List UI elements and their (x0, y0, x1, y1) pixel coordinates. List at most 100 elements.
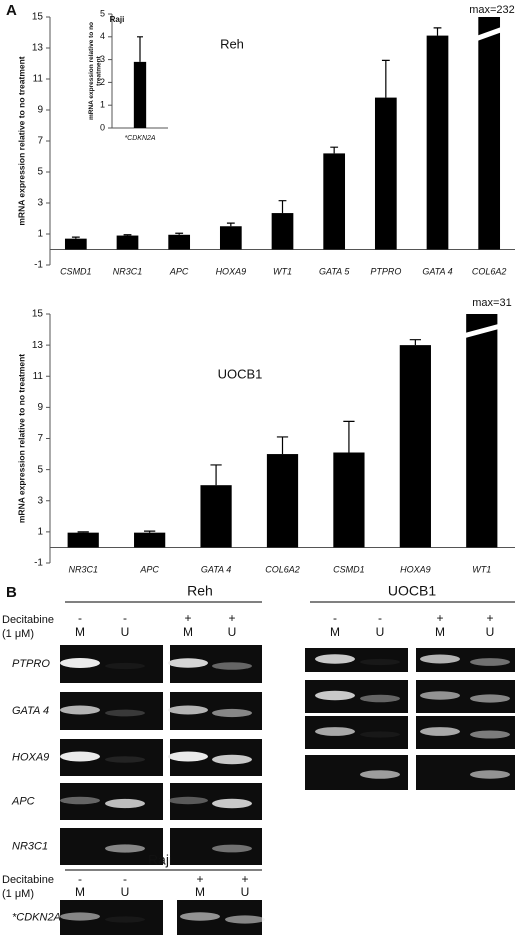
lane-treatment: + (486, 611, 493, 625)
lane-label: M (183, 625, 193, 639)
gel-band (360, 658, 400, 666)
panel-label: A (6, 2, 17, 19)
gel-band (470, 658, 510, 666)
bar (271, 213, 294, 250)
gel-band (225, 915, 265, 924)
y-tick-label: 15 (32, 12, 44, 23)
lane-treatment: - (123, 872, 127, 886)
x-tick-label: APC (139, 564, 159, 574)
axis-break (462, 323, 502, 339)
dose-label: (1 μM) (2, 628, 34, 640)
bar (168, 234, 191, 250)
x-tick-label: GATA 4 (201, 564, 231, 574)
gel-band (360, 694, 400, 703)
gel-band (360, 731, 400, 738)
error-bar (175, 232, 184, 235)
gel-row-label: GATA 4 (12, 705, 49, 717)
bar (478, 17, 501, 250)
bar (399, 345, 431, 548)
lane-treatment: + (241, 872, 248, 886)
gel-band (420, 691, 460, 700)
bar (333, 452, 365, 548)
gel-band (212, 662, 252, 670)
error-bar (409, 339, 421, 346)
error-bar (77, 531, 89, 533)
lane-treatment: - (333, 611, 337, 625)
annotation: max=232 (469, 4, 515, 16)
x-tick-label: GATA 4 (422, 266, 452, 276)
gel-band (60, 796, 100, 805)
y-tick-label: 1 (37, 229, 43, 240)
x-tick-label: NR3C1 (113, 266, 143, 276)
x-tick-label: CSMD1 (60, 266, 92, 276)
gel-band (315, 727, 355, 736)
error-bar (330, 146, 339, 154)
lane-treatment: + (184, 611, 191, 625)
gel-band (212, 708, 252, 718)
x-tick-label: WT1 (273, 266, 292, 276)
bar (200, 485, 232, 548)
y-tick-label: 7 (37, 136, 43, 147)
lane-label: U (241, 885, 250, 899)
gel-band (60, 751, 100, 762)
gel-band (168, 705, 208, 715)
x-tick-label: HOXA9 (400, 564, 431, 574)
gel-band (420, 727, 460, 736)
chart-title: Reh (220, 36, 244, 51)
error-bar (123, 234, 132, 236)
lane-treatment: - (378, 611, 382, 625)
x-tick-label: *CDKN2A (124, 135, 155, 142)
y-tick-label: 3 (37, 495, 43, 506)
chart-title: UOCB1 (218, 366, 263, 381)
gel-title: Raji (148, 852, 172, 868)
gel-band (105, 798, 145, 809)
gel-title: UOCB1 (388, 583, 436, 599)
x-tick-label: APC (169, 266, 189, 276)
y-tick-label: 13 (32, 43, 44, 54)
y-tick-label: 11 (33, 74, 44, 85)
lane-label: M (195, 885, 205, 899)
gel-band (212, 798, 252, 809)
x-tick-label: HOXA9 (216, 266, 247, 276)
lane-label: U (376, 625, 385, 639)
gel-band (168, 751, 208, 762)
gel-band (360, 770, 400, 779)
lane-label: U (121, 885, 130, 899)
gel-band (420, 654, 460, 664)
treatment-label: Decitabine (2, 874, 54, 886)
bar (266, 454, 299, 548)
y-tick-label: 13 (32, 340, 44, 351)
y-tick-label: 1 (37, 527, 43, 538)
lane-treatment: - (78, 611, 82, 625)
lane-label: U (228, 625, 237, 639)
gel-band (470, 770, 510, 779)
chart-title: Raji (110, 15, 125, 24)
gel-band (180, 912, 220, 921)
lane-label: M (330, 625, 340, 639)
y-tick-label: 1 (100, 100, 105, 110)
lane-treatment: - (78, 872, 82, 886)
gel-band (105, 844, 145, 853)
gel-band (105, 709, 145, 717)
error-bar (343, 420, 355, 453)
y-tick-label: 0 (100, 122, 105, 132)
error-bar (137, 36, 143, 62)
gel-row-label: HOXA9 (12, 751, 49, 763)
x-tick-label: NR3C1 (68, 564, 98, 574)
lane-treatment: + (196, 872, 203, 886)
error-bar (276, 436, 289, 455)
gel-row-label: APC (11, 795, 35, 807)
gel-band (470, 730, 510, 739)
gel-band (212, 754, 252, 765)
treatment-label: Decitabine (2, 614, 54, 626)
gel-band (60, 912, 100, 921)
lane-treatment: + (228, 611, 235, 625)
x-tick-label: COL6A2 (265, 564, 300, 574)
x-tick-label: WT1 (472, 564, 491, 574)
gel-row-label: PTPRO (12, 658, 50, 670)
y-tick-label: 5 (37, 167, 43, 178)
x-tick-label: COL6A2 (472, 266, 507, 276)
bar (134, 532, 166, 548)
gel-band (168, 658, 208, 668)
